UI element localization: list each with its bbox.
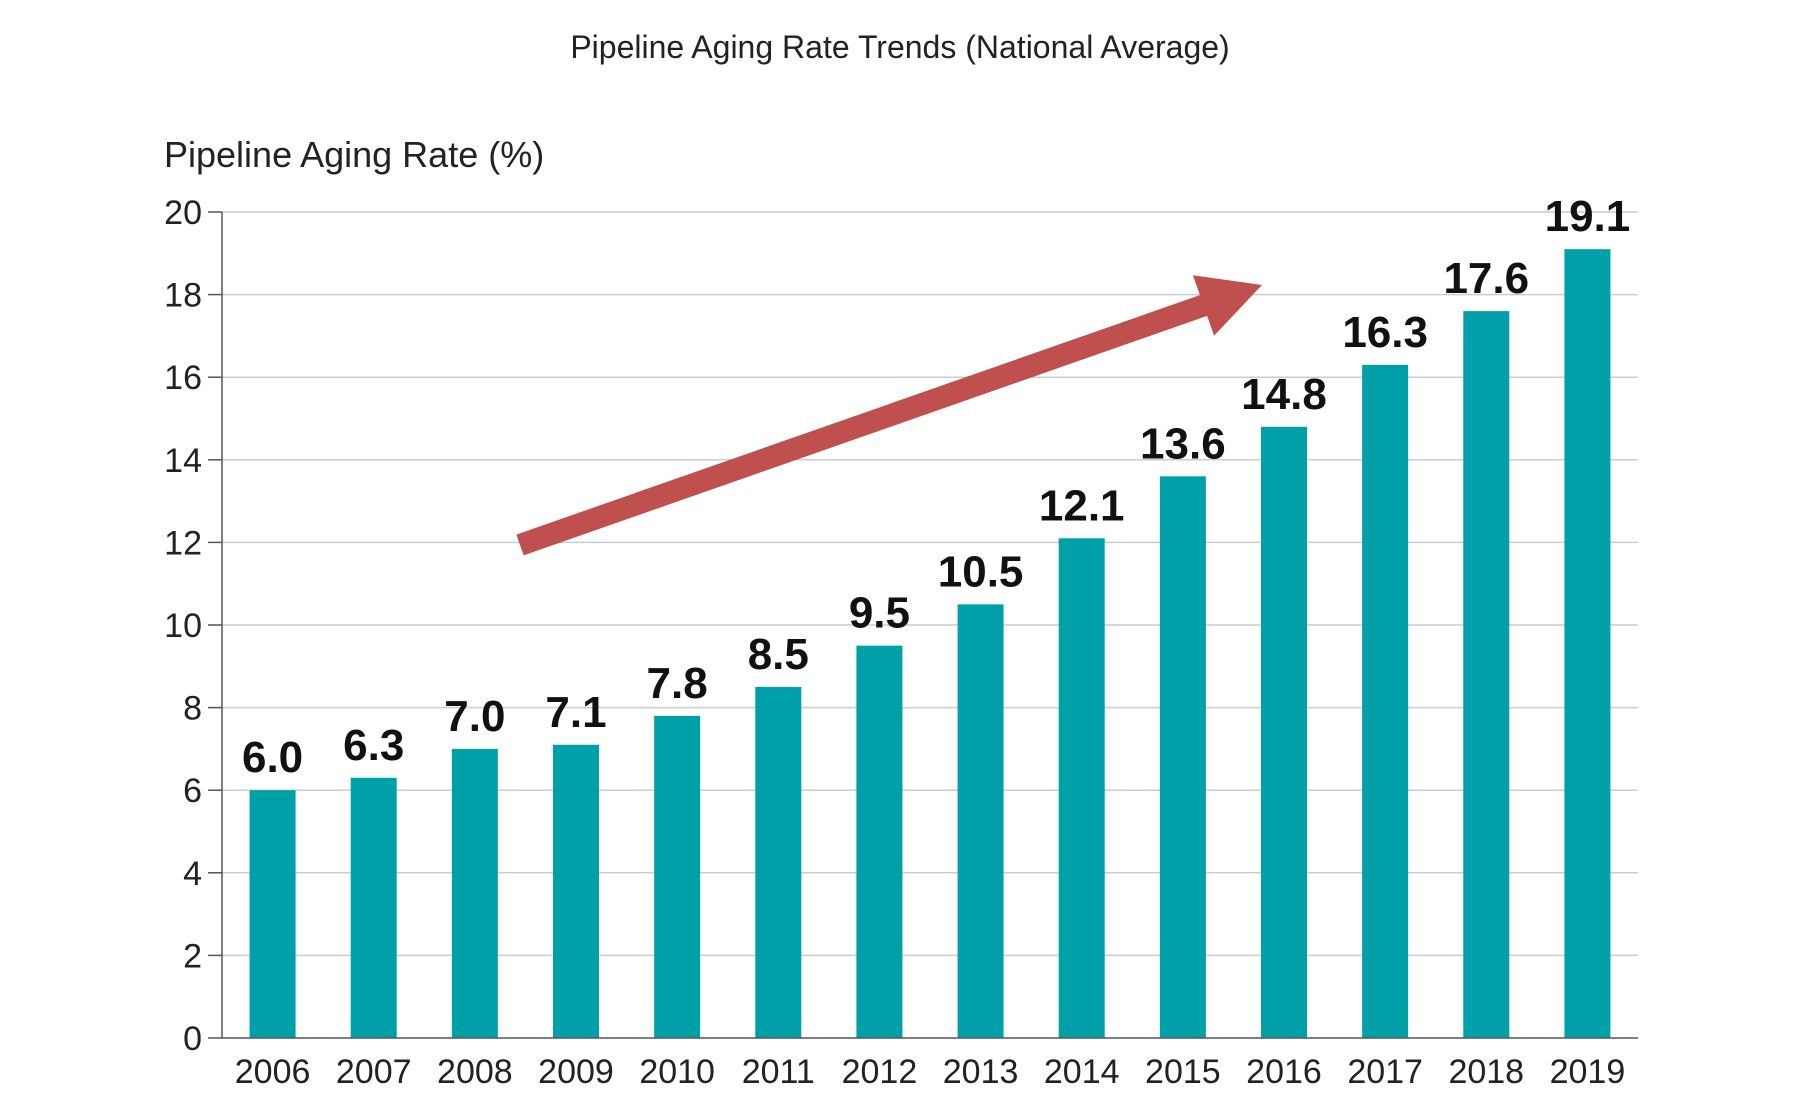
x-axis-ticks: 2006 2007 2008 2009 2010 2011 2012 2013 2014 2015… xyxy=(235,1053,1625,1091)
bar xyxy=(553,744,599,1038)
y-axis-label: Pipeline Aging Rate (%) xyxy=(164,134,544,175)
x-tick-label: 2013 xyxy=(943,1053,1019,1091)
bar xyxy=(1564,249,1611,1039)
bar xyxy=(1261,426,1307,1038)
bars xyxy=(249,249,1611,1039)
data-label: 12.1 xyxy=(1039,481,1125,530)
x-tick-label: 2012 xyxy=(842,1053,918,1091)
x-tick-label: 2011 xyxy=(742,1053,815,1091)
bar xyxy=(755,686,802,1038)
bar xyxy=(1159,476,1206,1038)
x-tick-label: 2014 xyxy=(1044,1053,1120,1091)
data-label: 9.5 xyxy=(849,589,910,638)
data-label: 6.3 xyxy=(343,721,404,770)
chart-title: Pipeline Aging Rate Trends (National Ave… xyxy=(570,29,1229,65)
y-tick-label: 12 xyxy=(164,524,202,562)
x-tick-label: 2015 xyxy=(1145,1053,1221,1091)
data-label: 13.6 xyxy=(1140,419,1226,468)
value-labels: 6.0 6.3 7.0 7.1 7.8 8.5 9.5 10.5 12.1 13.6 14.8 16.… xyxy=(242,192,1630,782)
bar xyxy=(1463,311,1510,1038)
bar xyxy=(1362,364,1409,1038)
bar xyxy=(856,645,903,1038)
data-label: 14.8 xyxy=(1241,370,1327,419)
y-tick-label: 18 xyxy=(164,277,202,315)
data-label: 16.3 xyxy=(1342,308,1428,357)
data-label: 7.0 xyxy=(444,692,505,741)
bar xyxy=(249,790,296,1038)
y-tick-label: 0 xyxy=(183,1020,202,1058)
bar xyxy=(451,748,498,1038)
y-tick-label: 2 xyxy=(183,937,202,975)
x-tick-label: 2018 xyxy=(1448,1053,1524,1091)
data-label: 7.1 xyxy=(545,688,606,737)
y-tick-label: 10 xyxy=(164,607,202,645)
y-tick-label: 20 xyxy=(164,194,202,232)
y-tick-label: 8 xyxy=(183,690,202,728)
y-axis-ticks: 0 2 4 6 8 10 12 14 16 18 20 xyxy=(164,194,222,1058)
x-tick-label: 2007 xyxy=(336,1053,412,1091)
x-tick-label: 2008 xyxy=(437,1053,513,1091)
data-label: 8.5 xyxy=(748,630,809,679)
x-tick-label: 2009 xyxy=(538,1053,614,1091)
data-label: 6.0 xyxy=(242,733,303,782)
bar xyxy=(654,715,701,1038)
bar xyxy=(1058,538,1105,1038)
bar xyxy=(350,777,397,1038)
bar xyxy=(957,604,1004,1038)
axes xyxy=(221,212,1638,1039)
data-label: 7.8 xyxy=(647,659,708,708)
x-tick-label: 2006 xyxy=(235,1053,311,1091)
y-tick-label: 14 xyxy=(164,442,202,480)
trend-arrow-icon xyxy=(516,275,1262,556)
y-tick-label: 6 xyxy=(183,772,202,810)
x-tick-label: 2019 xyxy=(1550,1053,1626,1091)
data-label: 19.1 xyxy=(1545,192,1631,241)
x-tick-label: 2016 xyxy=(1246,1053,1322,1091)
data-label: 17.6 xyxy=(1443,254,1529,303)
data-label: 10.5 xyxy=(938,547,1024,596)
y-tick-label: 4 xyxy=(183,855,202,893)
y-tick-label: 16 xyxy=(164,359,202,397)
x-tick-label: 2017 xyxy=(1347,1053,1423,1091)
x-tick-label: 2010 xyxy=(639,1053,715,1091)
